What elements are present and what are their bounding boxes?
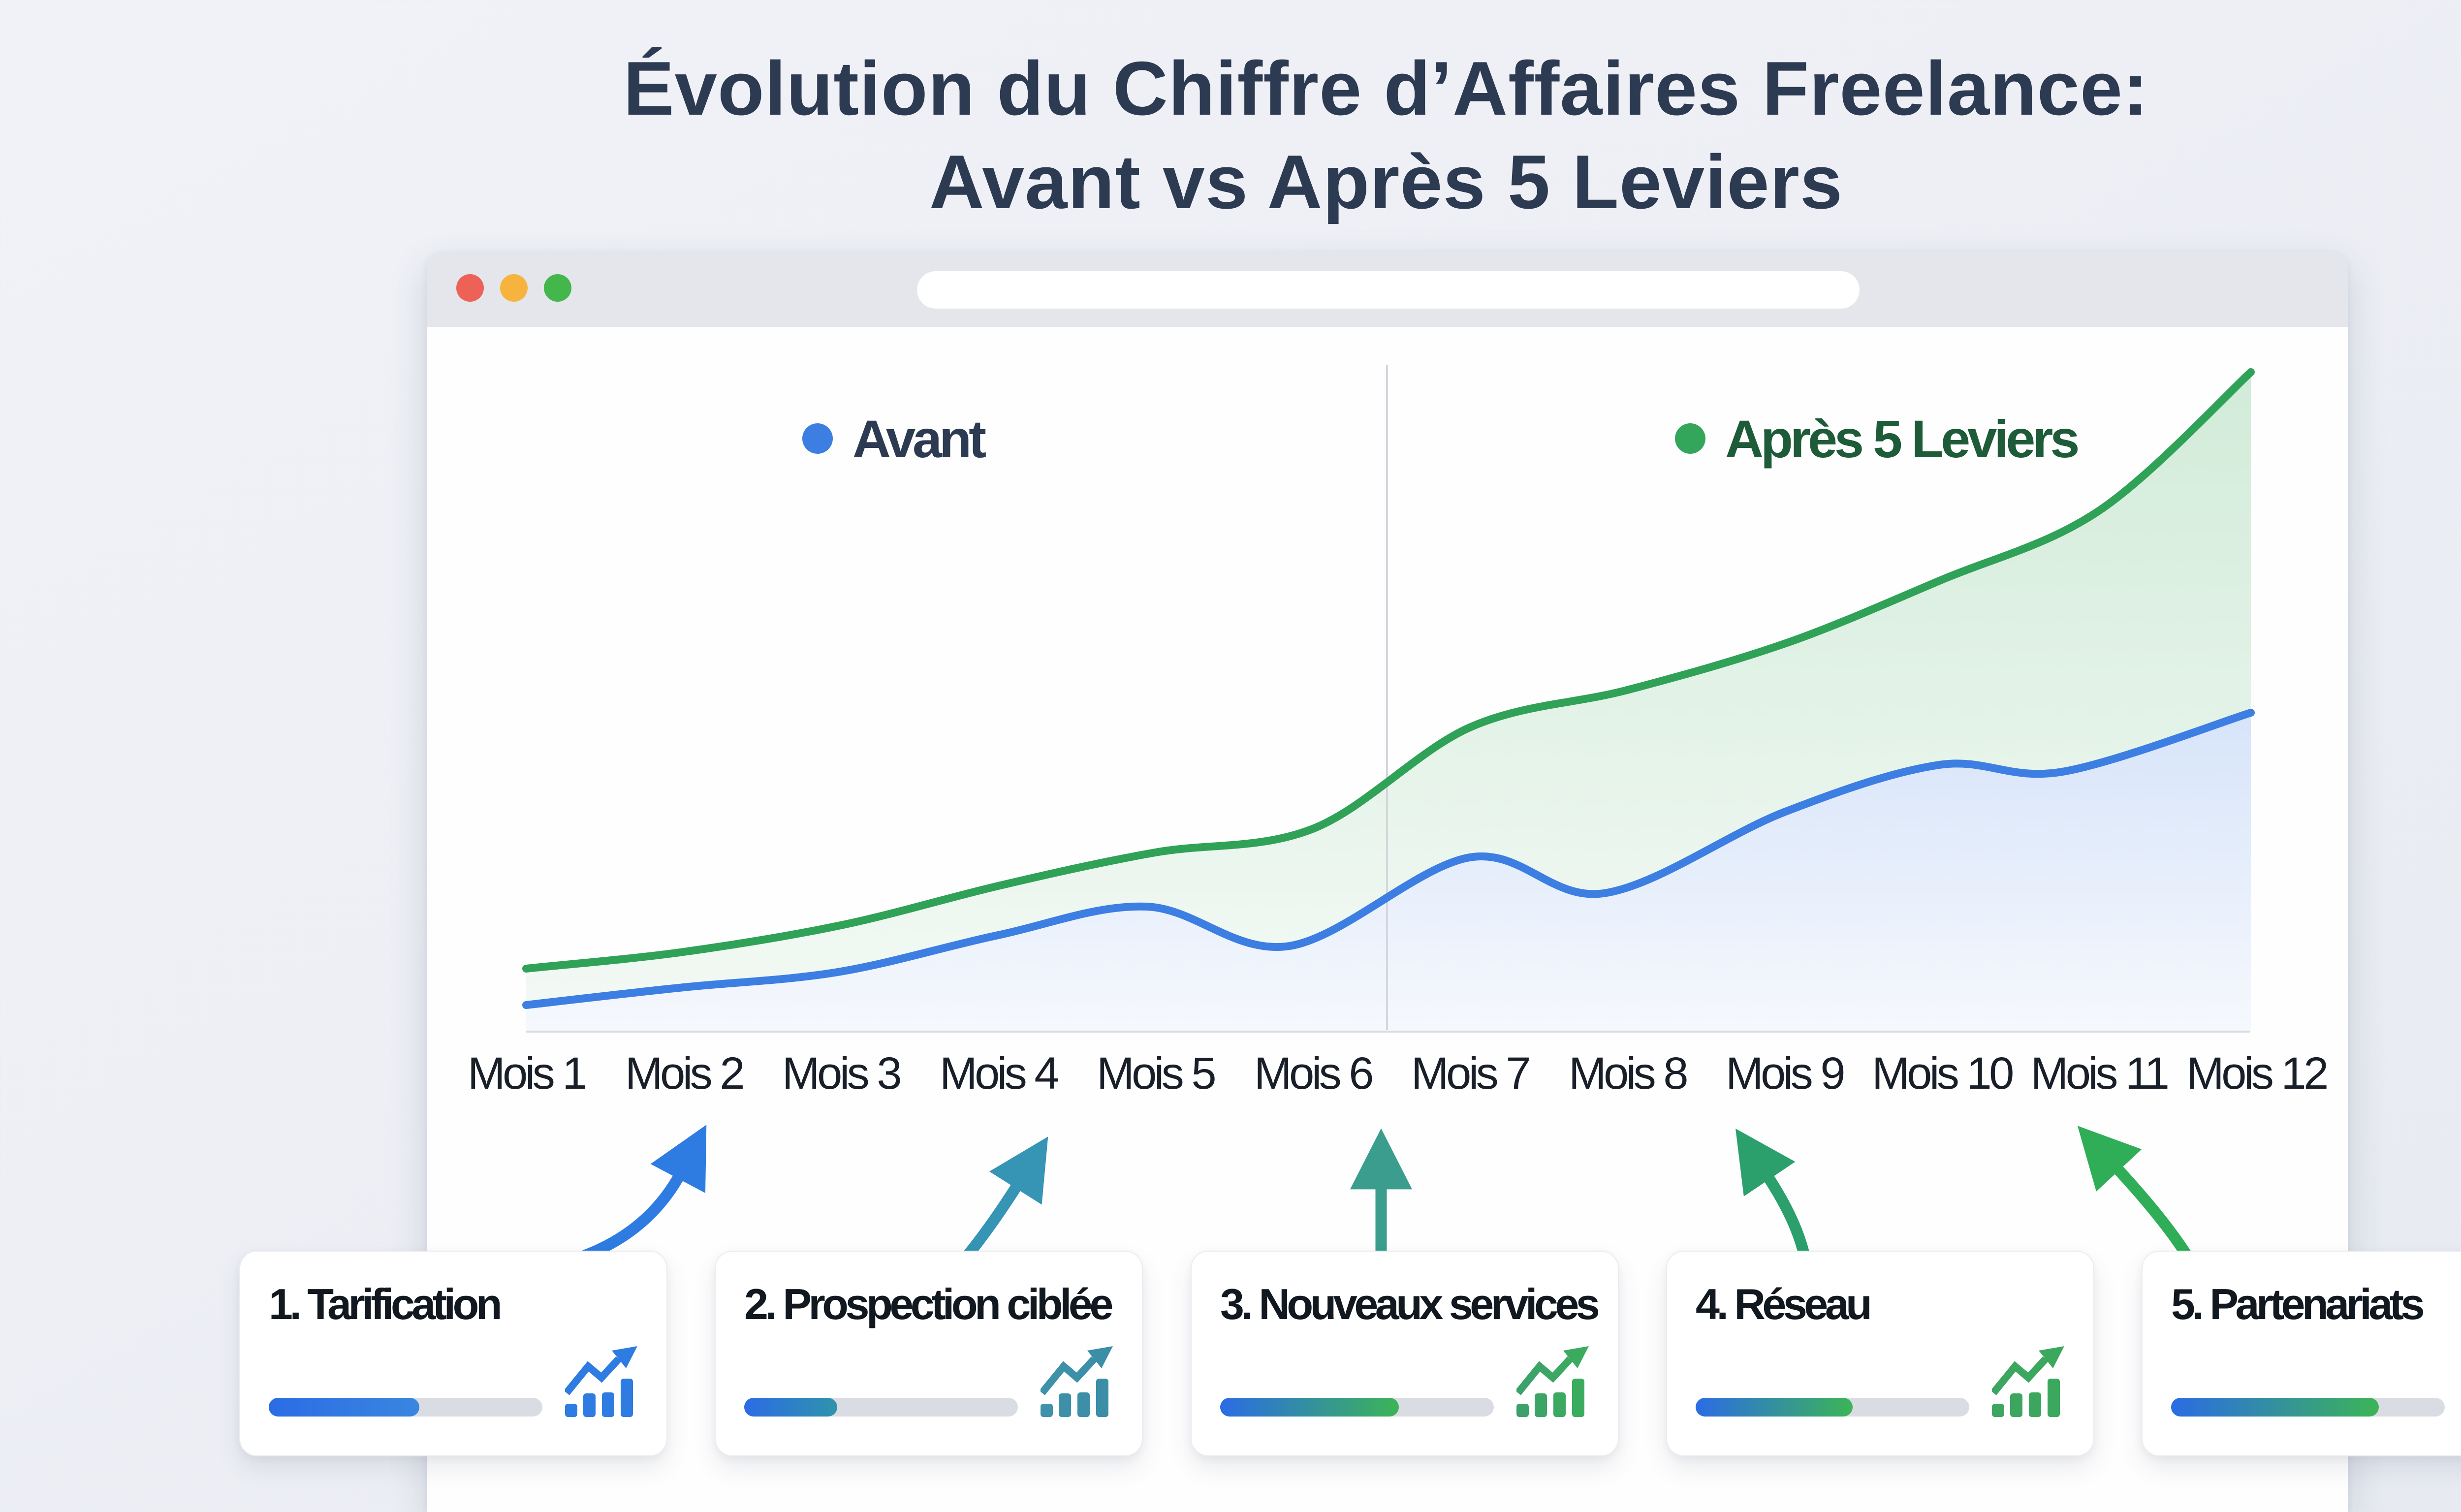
svg-text:Avant: Avant <box>852 409 986 469</box>
svg-text:Après 5 Leviers: Après 5 Leviers <box>1725 409 2078 469</box>
